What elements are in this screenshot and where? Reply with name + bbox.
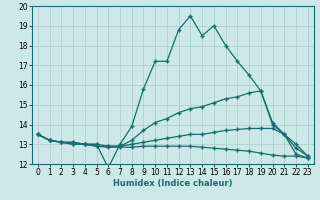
X-axis label: Humidex (Indice chaleur): Humidex (Indice chaleur) (113, 179, 233, 188)
